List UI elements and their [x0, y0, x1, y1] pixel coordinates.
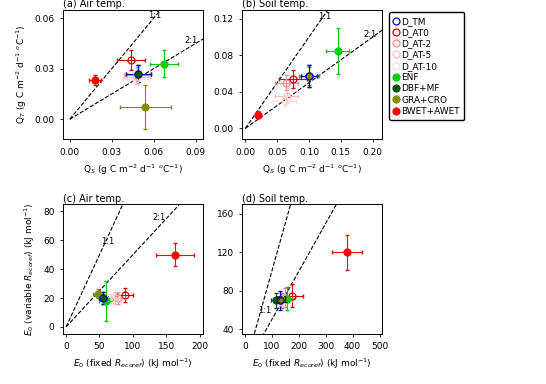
Text: 1:1: 1:1 [101, 237, 114, 246]
X-axis label: Q$_S$ (g C m$^{-2}$ d$^{-1}$ $^o$C$^{-1}$): Q$_S$ (g C m$^{-2}$ d$^{-1}$ $^o$C$^{-1}… [262, 162, 362, 177]
Y-axis label: $E_0$ (variable $R_{ecoref}$) (kJ mol$^{-1}$): $E_0$ (variable $R_{ecoref}$) (kJ mol$^{… [23, 202, 38, 336]
Text: (a) Air temp.: (a) Air temp. [63, 0, 124, 9]
Text: 2:1: 2:1 [153, 213, 166, 222]
Legend: D_TM, D_AT0, D_AT-2, D_AT-5, D_AT-10, ENF, DBF+MF, GRA+CRO, BWET+AWET: D_TM, D_AT0, D_AT-2, D_AT-5, D_AT-10, EN… [389, 12, 464, 120]
Text: (c) Air temp.: (c) Air temp. [63, 194, 124, 204]
Text: (b) Soil temp.: (b) Soil temp. [242, 0, 308, 9]
Text: (d) Soil temp.: (d) Soil temp. [242, 194, 308, 204]
Text: 2:1: 2:1 [363, 30, 376, 39]
X-axis label: Q$_S$ (g C m$^{-2}$ d$^{-1}$ $^o$C$^{-1}$): Q$_S$ (g C m$^{-2}$ d$^{-1}$ $^o$C$^{-1}… [83, 162, 183, 177]
X-axis label: $E_0$ (fixed $R_{ecoref}$) (kJ mol$^{-1}$): $E_0$ (fixed $R_{ecoref}$) (kJ mol$^{-1}… [73, 357, 193, 371]
Text: 2:1: 2:1 [185, 36, 198, 45]
Text: 2:1: 2:1 [276, 296, 289, 305]
Y-axis label: Q$_T$ (g C m$^{-2}$ d$^{-1}$ $^o$C$^{-1}$): Q$_T$ (g C m$^{-2}$ d$^{-1}$ $^o$C$^{-1}… [14, 25, 29, 124]
Text: 1:1: 1:1 [258, 306, 271, 315]
Text: 1:1: 1:1 [149, 11, 162, 20]
X-axis label: $E_0$ (fixed $R_{ecoref}$) (kJ mol$^{-1}$): $E_0$ (fixed $R_{ecoref}$) (kJ mol$^{-1}… [252, 357, 372, 371]
Text: 1:1: 1:1 [318, 12, 332, 21]
